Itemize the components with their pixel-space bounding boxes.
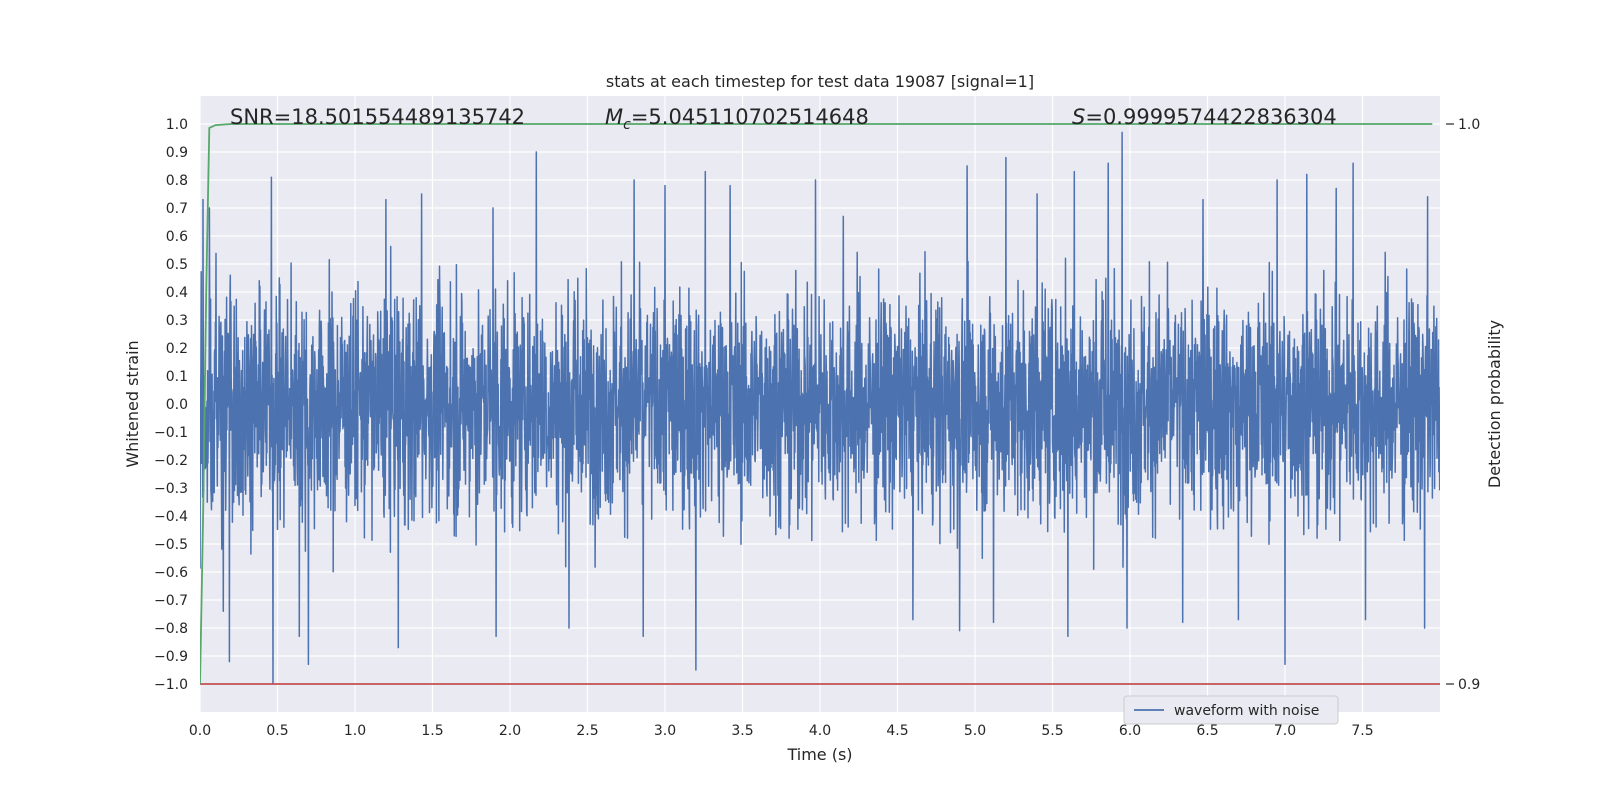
x-tick-label: 2.5 (576, 723, 598, 739)
y-tick-label: 0.4 (166, 285, 188, 301)
y-tick-label: −0.7 (154, 593, 188, 609)
y-tick-label: 0.2 (166, 341, 188, 357)
y-tick-label: −0.9 (154, 649, 188, 665)
x-tick-label: 3.5 (731, 723, 753, 739)
y-tick-label: 0.0 (166, 397, 188, 413)
y-tick-label: −0.6 (154, 565, 188, 581)
y-tick-label: 0.3 (166, 313, 188, 329)
y-tick-label: −1.0 (154, 677, 188, 693)
y-tick-label: −0.1 (154, 425, 188, 441)
x-tick-label: 5.5 (1041, 723, 1063, 739)
x-tick-label: 2.0 (499, 723, 521, 739)
series-layer (200, 123, 1440, 685)
legend-label-waveform: waveform with noise (1174, 703, 1319, 719)
series-waveform-with-noise (200, 131, 1440, 685)
y2-axis-ticks: 1.0 0.9 (1446, 117, 1480, 693)
x-tick-label: 7.0 (1274, 723, 1296, 739)
score-annotation: S=0.9999574422836304 (1072, 105, 1337, 129)
legend: waveform with noise (1123, 695, 1339, 725)
y-tick-label: −0.8 (154, 621, 188, 637)
plot-clip-group (200, 123, 1440, 685)
y2-axis-label: Detection probability (1485, 320, 1504, 488)
legend-box (1123, 695, 1339, 725)
y-axis-ticks: 1.0 0.9 0.8 0.7 0.6 0.5 0.4 0.3 0.2 0.1 0.0 −0.1 −0.… (154, 117, 188, 693)
x-axis-label: Time (s) (786, 745, 852, 764)
snr-annotation: SNR=18.501554489135742 (230, 105, 525, 129)
x-tick-label: 0.5 (266, 723, 288, 739)
y-tick-label: −0.2 (154, 453, 188, 469)
x-tick-label: 7.5 (1351, 723, 1373, 739)
series-detection-probability (200, 123, 1433, 685)
x-tick-label: 5.0 (964, 723, 986, 739)
y-tick-label: −0.3 (154, 481, 188, 497)
y-tick-label: 0.8 (166, 173, 188, 189)
y2-tick-label: 1.0 (1458, 117, 1480, 133)
x-tick-label: 1.5 (421, 723, 443, 739)
x-tick-label: 6.5 (1196, 723, 1218, 739)
score-symbol: S (1072, 105, 1085, 129)
y-tick-label: 0.5 (166, 257, 188, 273)
y-tick-label: 0.7 (166, 201, 188, 217)
chirp-mass-symbol: M (605, 105, 623, 129)
x-axis-ticks: 0.0 0.5 1.0 1.5 2.0 2.5 3.0 3.5 4.0 4.5 5.0 5.5 6.0 6… (189, 723, 1374, 739)
x-tick-label: 0.0 (189, 723, 211, 739)
chart-title: stats at each timestep for test data 190… (606, 72, 1034, 91)
x-tick-label: 4.5 (886, 723, 908, 739)
score-value: =0.9999574422836304 (1085, 105, 1336, 129)
y-tick-label: 0.1 (166, 369, 188, 385)
y2-tick-label: 0.9 (1458, 677, 1480, 693)
x-tick-label: 3.0 (654, 723, 676, 739)
chirp-mass-value: =5.045110702514648 (631, 105, 869, 129)
y-tick-label: 1.0 (166, 117, 188, 133)
y-axis-label: Whitened strain (123, 340, 142, 467)
y-tick-label: 0.9 (166, 145, 188, 161)
y-tick-label: −0.5 (154, 537, 188, 553)
y-tick-label: −0.4 (154, 509, 188, 525)
y-tick-label: 0.6 (166, 229, 188, 245)
x-tick-label: 6.0 (1119, 723, 1141, 739)
x-tick-label: 1.0 (344, 723, 366, 739)
x-tick-label: 4.0 (809, 723, 831, 739)
chirp-mass-subscript: c (623, 117, 631, 133)
chirp-mass-annotation: Mc=5.045110702514648 (605, 105, 869, 133)
